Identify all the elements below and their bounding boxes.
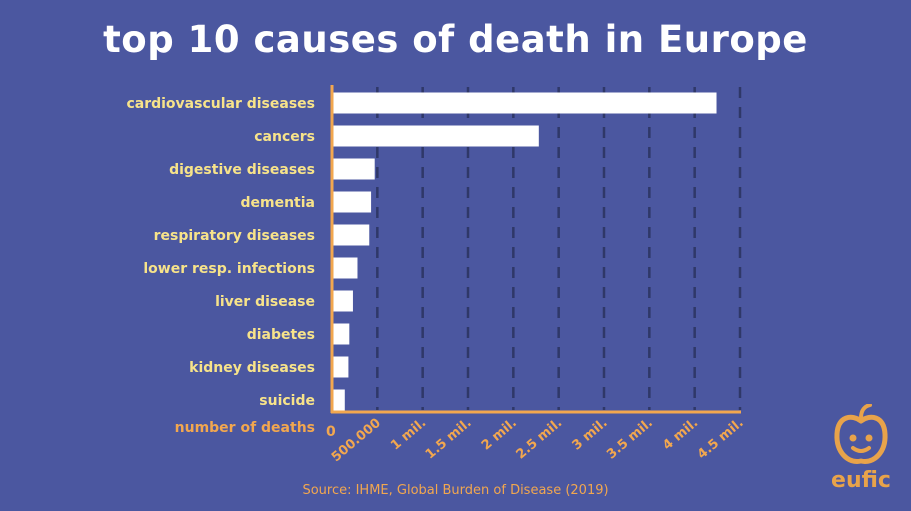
category-label: dementia xyxy=(240,195,315,211)
bar xyxy=(333,257,358,279)
eufic-logo: eufic xyxy=(826,403,896,496)
category-label: suicide xyxy=(259,393,315,409)
bar xyxy=(333,92,717,114)
source-note: Source: IHME, Global Burden of Disease (… xyxy=(302,483,609,498)
x-tick-label: 3.5 mil. xyxy=(604,416,656,463)
x-tick-label: 4.5 mil. xyxy=(695,416,747,463)
bar xyxy=(333,389,345,411)
apple-face-icon xyxy=(834,403,888,464)
x-tick-label: 2.5 mil. xyxy=(513,416,565,463)
category-label: kidney diseases xyxy=(189,360,315,376)
bar xyxy=(333,356,349,378)
category-label: cardiovascular diseases xyxy=(126,96,315,112)
x-tick-label: 3 mil. xyxy=(570,416,611,454)
category-label: lower resp. infections xyxy=(143,261,315,277)
x-tick-label: 1.5 mil. xyxy=(423,416,475,463)
bar xyxy=(333,224,370,246)
category-label: digestive diseases xyxy=(169,162,315,178)
x-tick-label: 0 xyxy=(326,424,336,440)
bar xyxy=(333,158,375,180)
x-tick-label: 1 mil. xyxy=(388,416,429,454)
category-label: liver disease xyxy=(215,294,315,310)
x-tick-label: 2 mil. xyxy=(479,416,520,454)
bar xyxy=(333,323,350,345)
category-label: diabetes xyxy=(247,327,315,343)
logo-text: eufic xyxy=(831,468,891,493)
bar xyxy=(333,191,372,213)
chart-title: top 10 causes of death in Europe xyxy=(103,18,808,61)
bar xyxy=(333,290,353,312)
category-label: respiratory diseases xyxy=(154,228,315,244)
x-axis-label: number of deaths xyxy=(175,420,315,436)
x-tick-label: 500.000 xyxy=(329,416,384,466)
category-label: cancers xyxy=(254,129,315,145)
x-tick-label: 4 mil. xyxy=(660,416,701,454)
bar xyxy=(333,125,539,147)
